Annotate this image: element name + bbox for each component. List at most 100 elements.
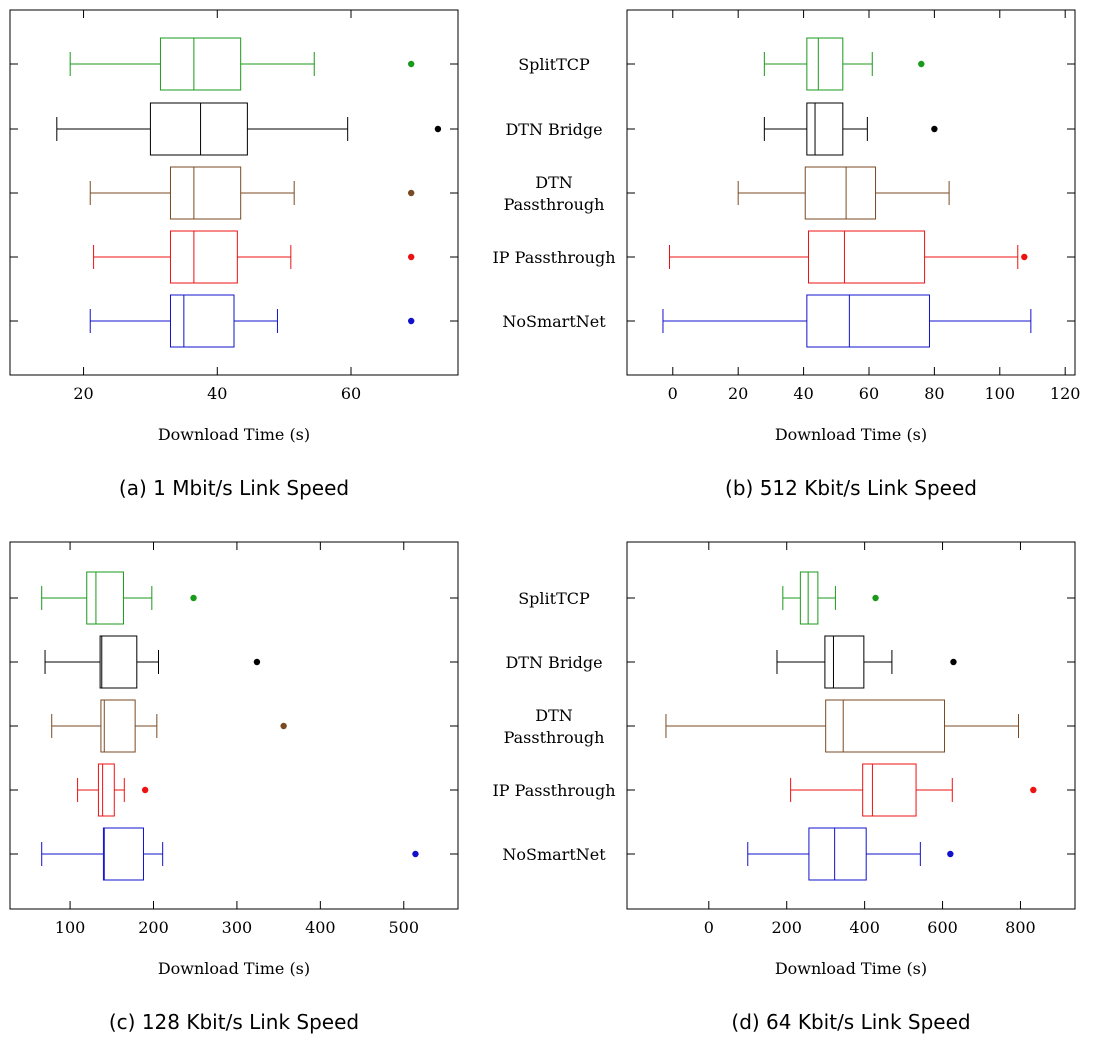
boxplot-ip-passthrough: [93, 230, 415, 284]
boxplot-dtn-bridge: [44, 635, 261, 689]
category-label-dtn-passthrough: DTN Passthrough: [504, 173, 605, 214]
box-iqr: [862, 763, 917, 817]
boxplot-dtn-bridge: [56, 102, 442, 156]
outlier-point: [872, 594, 879, 602]
box-iqr: [102, 827, 144, 881]
outlier-point: [412, 850, 419, 858]
box-iqr: [159, 37, 242, 91]
box-iqr: [169, 294, 235, 348]
category-label-line: SplitTCP: [518, 589, 590, 608]
box-iqr: [99, 635, 138, 689]
box-iqr: [97, 763, 115, 817]
outlier-point: [947, 850, 954, 858]
category-label-line: Passthrough: [504, 728, 605, 747]
x-tick-label: 200: [138, 918, 169, 937]
outlier-point: [407, 253, 415, 261]
subfigure-caption: (b) 512 Kbit/s Link Speed: [725, 476, 977, 500]
x-tick-label: 100: [55, 918, 86, 937]
boxplot-dtn-passthrough: [665, 699, 1020, 753]
x-tick-label: 500: [388, 918, 419, 937]
box-iqr: [100, 699, 136, 753]
x-tick-label: 0: [668, 384, 678, 403]
x-tick-label: 80: [924, 384, 944, 403]
box-iqr: [806, 294, 930, 348]
chart-panel-1: 20 40 60 Download Time (s) (a) 1 Mbit/s Link…: [9, 9, 459, 500]
boxplot-ip-passthrough: [77, 763, 149, 817]
x-tick-label: 40: [793, 384, 813, 403]
x-tick-label: 100: [985, 384, 1016, 403]
category-label-line: Passthrough: [504, 195, 605, 214]
x-axis-label: Download Time (s): [158, 425, 310, 444]
x-tick-label: 300: [222, 918, 253, 937]
category-label-line: IP Passthrough: [492, 781, 615, 800]
outlier-point: [1021, 253, 1028, 261]
box-iqr: [825, 699, 945, 753]
outlier-point: [918, 60, 925, 68]
boxplot-splittcp: [41, 571, 197, 625]
x-tick-label: 20: [728, 384, 748, 403]
x-tick-label: 400: [849, 918, 880, 937]
plot-frame: [626, 9, 1076, 376]
box-iqr: [806, 37, 844, 91]
box-iqr: [808, 827, 867, 881]
x-tick-label: 0: [704, 918, 714, 937]
category-labels: SplitTCP DTN Bridge DTN Passthrough IP Passt…: [492, 55, 615, 864]
box-iqr: [824, 635, 865, 689]
boxplot-dtn-bridge: [776, 635, 957, 689]
category-label-line: DTN Bridge: [505, 653, 602, 672]
x-tick-label: 400: [305, 918, 336, 937]
outlier-point: [407, 189, 415, 197]
category-label-ip-passthrough: IP Passthrough: [492, 781, 615, 800]
outlier-point: [253, 658, 261, 666]
boxplot-nosmartnet: [41, 827, 419, 881]
boxplot-splittcp: [782, 571, 879, 625]
outlier-point: [280, 722, 287, 730]
boxplot-dtn-passthrough: [89, 166, 415, 220]
boxplot-dtn-passthrough: [51, 699, 287, 753]
x-axis-label: Download Time (s): [158, 959, 310, 978]
category-label-line: NoSmartNet: [502, 845, 606, 864]
x-tick-label: 40: [207, 384, 227, 403]
x-tick-label: 60: [341, 384, 361, 403]
box-iqr: [169, 230, 238, 284]
x-tick-label: 20: [73, 384, 93, 403]
category-label-line: DTN: [535, 706, 573, 725]
category-label-line: SplitTCP: [518, 55, 590, 74]
boxplot-nosmartnet: [747, 827, 954, 881]
boxplot-nosmartnet: [89, 294, 415, 348]
box-iqr: [804, 166, 877, 220]
category-label-line: DTN Bridge: [505, 120, 602, 139]
subfigure-caption: (a) 1 Mbit/s Link Speed: [119, 476, 349, 500]
x-axis-label: Download Time (s): [775, 425, 927, 444]
boxplot-ip-passthrough: [669, 230, 1028, 284]
category-label-nosmartnet: NoSmartNet: [502, 312, 606, 331]
category-label-line: DTN: [535, 173, 573, 192]
box-iqr: [806, 102, 844, 156]
category-label-dtn-bridge: DTN Bridge: [505, 653, 602, 672]
box-iqr: [807, 230, 926, 284]
x-axis-label: Download Time (s): [775, 959, 927, 978]
outlier-point: [434, 125, 442, 133]
box-iqr: [799, 571, 819, 625]
boxplot-dtn-bridge: [763, 102, 938, 156]
category-label-dtn-bridge: DTN Bridge: [505, 120, 602, 139]
x-tick-label: 800: [1005, 918, 1036, 937]
chart-panel-2: 0 20 40 60 80 100 120 Download Time (s) (b) 512 …: [626, 9, 1081, 500]
chart-panel-4: 0 200 400 600 800 Download Time (s) (d) 64 Kbi…: [626, 541, 1076, 1034]
subfigure-caption: (c) 128 Kbit/s Link Speed: [109, 1010, 359, 1034]
boxplot-dtn-passthrough: [737, 166, 950, 220]
chart-panel-3: 100 200 300 400 500 Download Time (s) (c) 128 …: [9, 541, 459, 1034]
outlier-point: [931, 125, 938, 133]
category-label-line: IP Passthrough: [492, 248, 615, 267]
category-label-splittcp: SplitTCP: [518, 589, 590, 608]
x-tick-label: 120: [1050, 384, 1081, 403]
category-label-splittcp: SplitTCP: [518, 55, 590, 74]
box-iqr: [149, 102, 248, 156]
box-iqr: [169, 166, 242, 220]
x-tick-label: 200: [771, 918, 802, 937]
boxplot-splittcp: [763, 37, 925, 91]
subfigure-caption: (d) 64 Kbit/s Link Speed: [731, 1010, 970, 1034]
x-tick-label: 60: [859, 384, 879, 403]
box-iqr: [86, 571, 124, 625]
